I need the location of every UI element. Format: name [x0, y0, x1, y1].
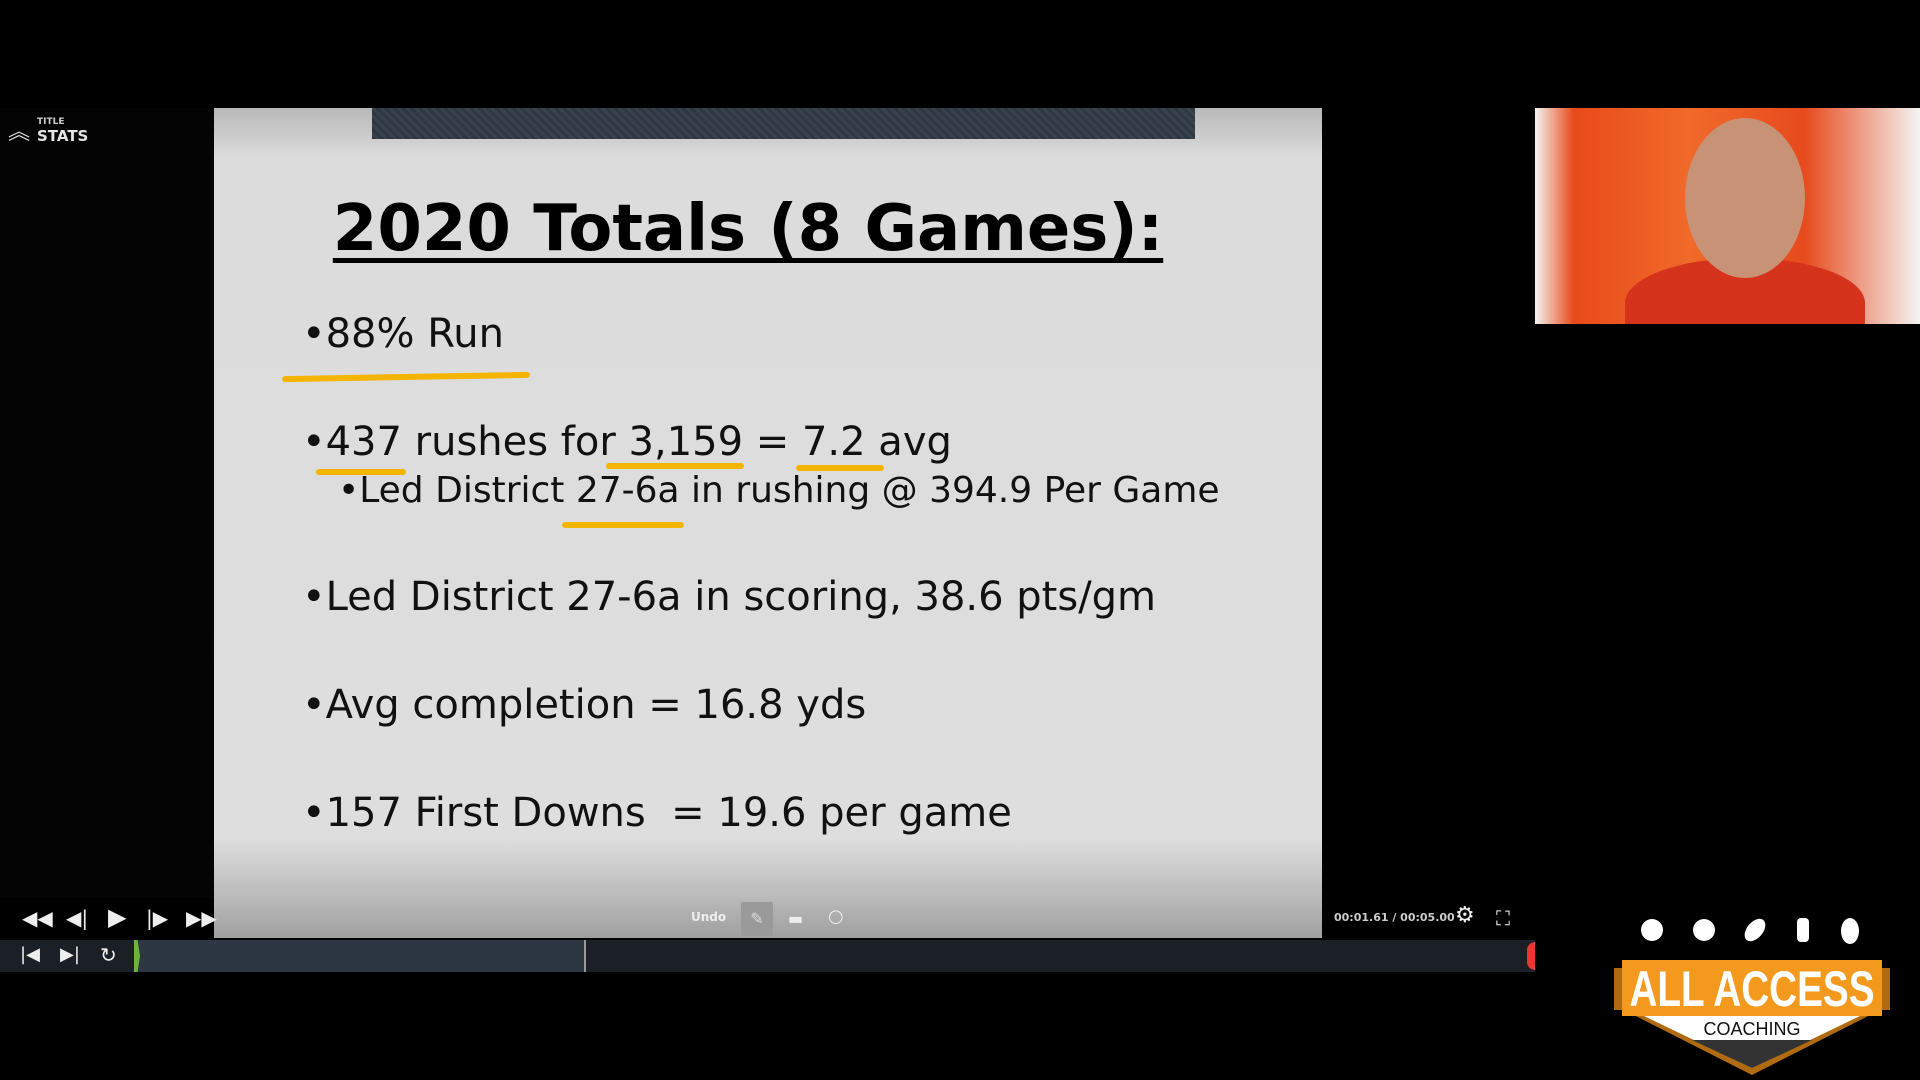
comment-icon[interactable]: ▬ — [788, 909, 804, 928]
timeline-end-marker[interactable] — [1527, 942, 1535, 970]
collapse-chevron-icon[interactable]: ︽ — [8, 120, 31, 145]
undo-button[interactable]: Undo — [691, 910, 727, 924]
highlight-mark — [606, 463, 744, 469]
timeline-scrubber[interactable]: |◀ ▶| ↻ — [0, 940, 1535, 972]
play-icon[interactable]: ▶ — [108, 903, 127, 931]
presenter-face — [1685, 118, 1805, 278]
bullet-scoring: •Led District 27-6a in scoring, 38.6 pts… — [302, 574, 1157, 620]
sports-icons — [1641, 918, 1859, 944]
step-back-icon[interactable]: ◀| — [66, 906, 89, 930]
playhead[interactable] — [584, 940, 586, 972]
bullet-rushes: •437 rushes for 3,159 = 7.2 avg — [302, 419, 952, 465]
skip-start-icon[interactable]: |◀ — [20, 944, 40, 965]
timeline-played-range — [136, 940, 585, 972]
presentation-slide: 2020 Totals (8 Games): •88% Run •437 rus… — [214, 108, 1322, 938]
panel-label: STATS — [37, 127, 89, 145]
logo-text: ALL ACCESS — [1630, 961, 1875, 1017]
panel-label-small: TITLE — [37, 117, 65, 127]
bullet-first-downs: •157 First Downs = 19.6 per game — [302, 790, 1012, 836]
highlight-mark — [562, 522, 684, 528]
settings-gear-icon[interactable]: ⚙ — [1455, 903, 1475, 928]
replay-icon[interactable]: ↻ — [100, 943, 117, 967]
highlight-mark — [316, 469, 406, 475]
logo-subtext: COACHING — [1703, 1019, 1800, 1039]
webcam-video — [1535, 108, 1920, 324]
fast-forward-icon[interactable]: ▶▶ — [186, 906, 217, 930]
timeline-start-marker[interactable] — [134, 940, 140, 972]
bullet-completion: •Avg completion = 16.8 yds — [302, 682, 867, 728]
sub-bullet-rushing: •Led District 27-6a in rushing @ 394.9 P… — [338, 470, 1220, 511]
player-controls: ◀◀ ◀| ▶ |▶ ▶▶ Undo ✎ ▬ ○ 00:01.61 / 00:0… — [0, 898, 1535, 940]
step-forward-icon[interactable]: |▶ — [146, 906, 169, 930]
title-panel: ︽ TITLE STATS — [0, 108, 214, 898]
circle-tool-icon[interactable]: ○ — [828, 906, 844, 927]
player-side-area — [1322, 108, 1535, 938]
skip-end-icon[interactable]: ▶| — [60, 944, 80, 965]
pen-tool-icon[interactable]: ✎ — [741, 902, 773, 936]
timecode: 00:01.61 / 00:05.00 — [1334, 911, 1455, 924]
bullet-run-pct: •88% Run — [302, 311, 504, 357]
all-access-coaching-logo: ALL ACCESS COACHING — [1614, 918, 1890, 1075]
slide-title: 2020 Totals (8 Games): — [332, 192, 1164, 266]
slide-header-bar — [372, 108, 1195, 139]
rewind-icon[interactable]: ◀◀ — [22, 906, 53, 930]
highlight-mark — [281, 371, 531, 383]
fullscreen-icon[interactable]: ⛶ — [1496, 906, 1510, 930]
highlight-mark — [796, 465, 884, 471]
